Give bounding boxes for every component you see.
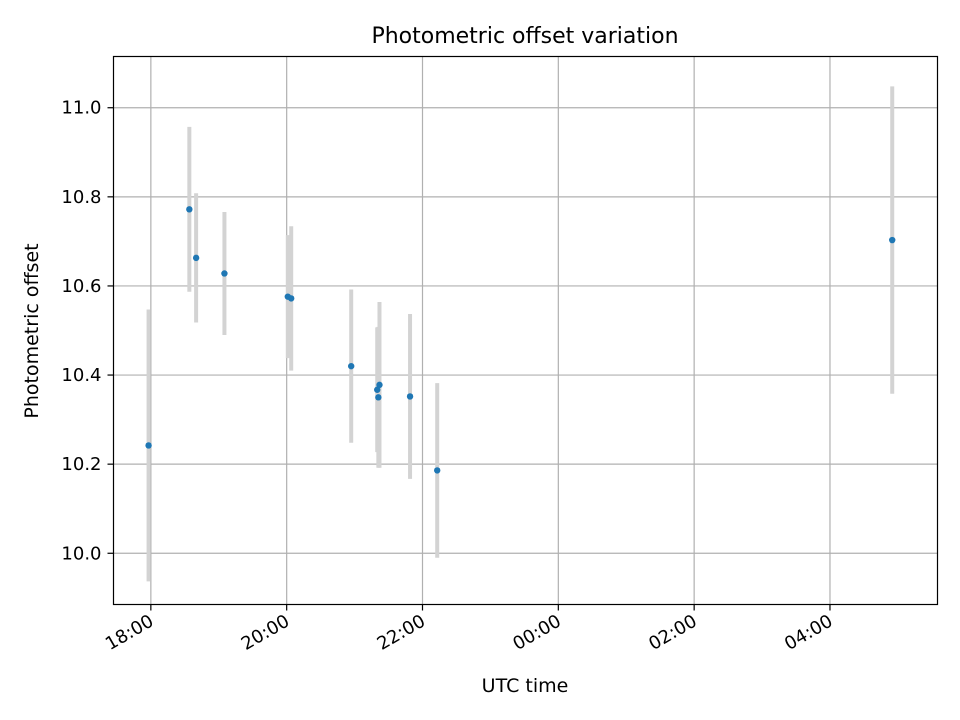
data-point — [376, 381, 383, 389]
data-point — [434, 467, 441, 474]
plot-frame — [112, 55, 939, 606]
y-tick-label: 10.4 — [61, 365, 101, 386]
data-points — [145, 206, 896, 474]
data-point — [221, 270, 228, 277]
data-point — [889, 236, 896, 244]
y-tick-label: 10.6 — [61, 276, 101, 297]
data-point — [145, 442, 152, 449]
y-tick-label: 10.2 — [61, 454, 101, 475]
data-point — [186, 206, 193, 213]
y-tick-label: 10.8 — [61, 187, 101, 208]
data-point — [375, 394, 382, 401]
data-point — [288, 295, 295, 302]
y-tick-label: 10.0 — [61, 543, 101, 564]
data-point — [374, 386, 381, 393]
y-axis-label: Photometric offset — [21, 243, 43, 418]
data-point — [406, 393, 414, 400]
data-point — [192, 254, 200, 262]
data-point — [347, 362, 355, 370]
chart-title: Photometric offset variation — [371, 24, 678, 49]
y-tick-label: 11.0 — [61, 98, 101, 119]
x-axis-label: UTC time — [482, 675, 569, 697]
